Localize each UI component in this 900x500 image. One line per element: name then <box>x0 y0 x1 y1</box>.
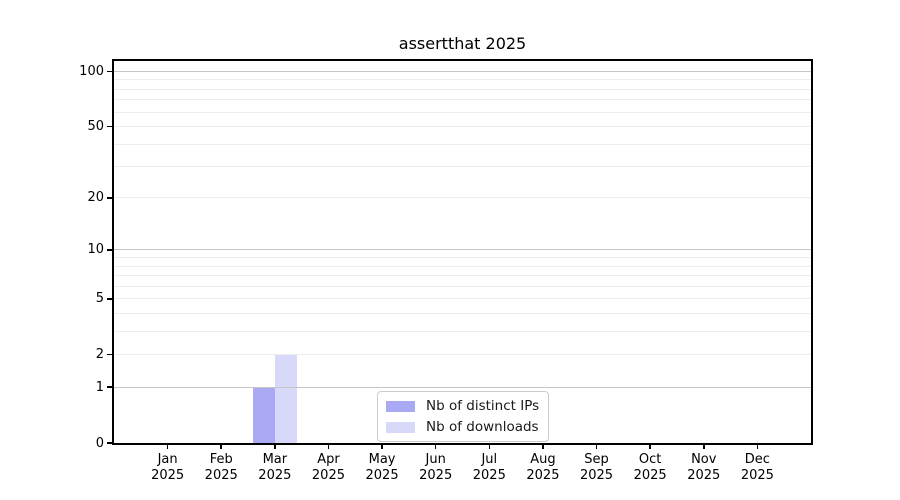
y-tick-mark <box>107 249 113 251</box>
y-tick-label: 0 <box>95 435 104 451</box>
x-tick-label-may: May 2025 <box>365 452 399 483</box>
y-tick-label: 1 <box>95 379 104 395</box>
plot-area <box>112 59 813 445</box>
legend-label-distinct-ips: Nb of distinct IPs <box>426 398 540 414</box>
grid-layer <box>114 61 811 443</box>
x-tick-label-mar: Mar 2025 <box>258 452 292 483</box>
x-tick-label-jun: Jun 2025 <box>419 452 453 483</box>
legend-item-downloads: Nb of downloads <box>386 419 539 435</box>
minor-gridline <box>114 298 811 300</box>
y-tick-mark <box>107 125 113 128</box>
minor-gridline <box>114 88 811 90</box>
major-gridline <box>114 386 811 388</box>
major-gridline <box>114 249 811 251</box>
minor-gridline <box>114 312 811 314</box>
y-tick-mark <box>107 442 113 444</box>
minor-gridline <box>114 197 811 199</box>
x-tick-label-nov: Nov 2025 <box>687 452 721 483</box>
bar-mar-series-0 <box>253 387 275 443</box>
minor-gridline <box>114 99 811 101</box>
x-tick-label-sep: Sep 2025 <box>579 452 614 483</box>
legend-swatch-distinct-ips <box>386 400 415 412</box>
major-gridline <box>114 70 811 72</box>
y-tick-mark <box>107 197 113 199</box>
x-tick-mark <box>327 443 330 449</box>
x-tick-label-dec: Dec 2025 <box>740 452 774 483</box>
minor-gridline <box>114 265 811 267</box>
x-tick-mark <box>649 443 651 449</box>
minor-gridline <box>114 354 811 356</box>
x-tick-mark <box>756 443 759 449</box>
x-tick-mark <box>274 443 276 449</box>
y-tick-label: 2 <box>95 347 104 363</box>
y-tick-label: 20 <box>87 190 104 206</box>
x-tick-label-jan: Jan 2025 <box>151 452 185 483</box>
y-tick-label: 50 <box>87 118 104 134</box>
minor-gridline <box>114 285 811 287</box>
x-tick-mark <box>702 443 705 449</box>
y-tick-label: 100 <box>79 63 104 79</box>
minor-gridline <box>114 143 811 145</box>
minor-gridline <box>114 125 811 127</box>
x-tick-mark <box>595 443 598 449</box>
legend-swatch-downloads <box>386 421 415 433</box>
x-tick-label-jul: Jul 2025 <box>472 452 506 483</box>
y-tick-label: 5 <box>95 291 104 307</box>
x-tick-mark <box>381 443 383 449</box>
chart-title: assertthat 2025 <box>398 34 527 53</box>
y-tick-mark <box>107 386 113 388</box>
minor-gridline <box>114 166 811 168</box>
x-tick-label-apr: Apr 2025 <box>311 452 345 483</box>
bars-layer <box>114 61 811 443</box>
y-tick-mark <box>107 70 113 73</box>
x-tick-mark <box>220 443 223 449</box>
minor-gridline <box>114 111 811 113</box>
legend-label-downloads: Nb of downloads <box>426 419 539 435</box>
x-tick-label-feb: Feb 2025 <box>204 452 238 483</box>
legend-item-distinct-ips: Nb of distinct IPs <box>386 398 539 414</box>
x-tick-mark <box>434 443 437 449</box>
x-tick-mark <box>542 443 544 449</box>
x-tick-label-oct: Oct 2025 <box>633 452 667 483</box>
y-tick-mark <box>107 353 113 356</box>
minor-gridline <box>114 79 811 81</box>
minor-gridline <box>114 330 811 332</box>
x-tick-label-aug: Aug 2025 <box>526 452 560 483</box>
legend: Nb of distinct IPs Nb of downloads <box>377 391 550 442</box>
y-tick-mark <box>107 297 113 300</box>
x-tick-mark <box>488 443 491 449</box>
bar-mar-series-1 <box>274 354 297 443</box>
y-tick-label: 10 <box>87 242 104 258</box>
minor-gridline <box>114 257 811 259</box>
minor-gridline <box>114 275 811 277</box>
x-tick-mark <box>166 443 169 449</box>
